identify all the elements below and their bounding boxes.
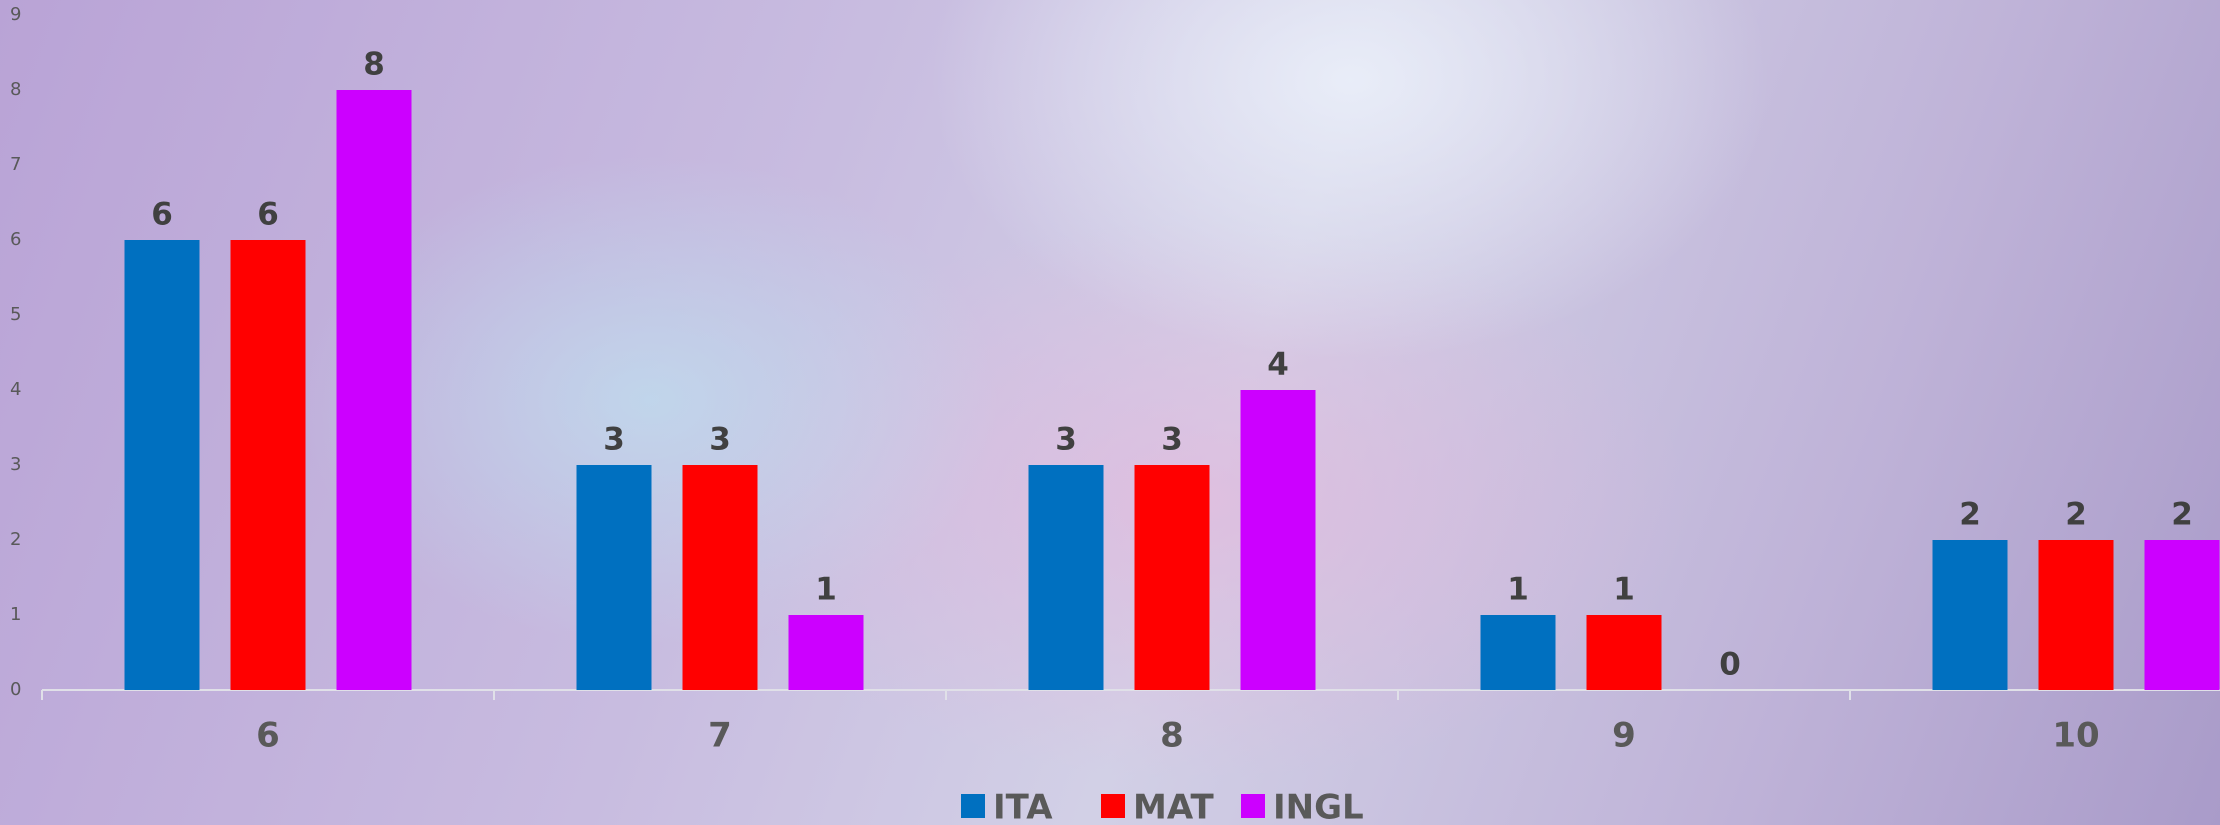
data-label: 3 (1161, 422, 1183, 458)
bar (1933, 540, 2008, 690)
x-tick-label: 6 (256, 716, 280, 756)
bar (337, 90, 412, 690)
bar (2145, 540, 2220, 690)
data-label: 6 (151, 197, 173, 233)
x-tick-label: 8 (1160, 716, 1184, 756)
y-tick-label: 2 (10, 529, 21, 550)
data-label: 1 (1507, 572, 1529, 608)
legend-label: MAT (1133, 788, 1215, 825)
legend-swatch (1241, 794, 1265, 818)
bar (125, 240, 200, 690)
bar (1481, 615, 1556, 690)
bar (1241, 390, 1316, 690)
bar (2039, 540, 2114, 690)
y-tick-label: 4 (10, 379, 21, 400)
y-tick-label: 5 (10, 304, 21, 325)
y-tick-label: 6 (10, 229, 21, 250)
legend-swatch (961, 794, 985, 818)
y-tick-label: 7 (10, 154, 21, 175)
bar (231, 240, 306, 690)
x-tick-label: 10 (2052, 716, 2099, 756)
bar (789, 615, 864, 690)
bar (577, 465, 652, 690)
legend-label: ITA (993, 788, 1053, 825)
data-label: 2 (2065, 497, 2087, 533)
data-label: 3 (603, 422, 625, 458)
data-label: 4 (1267, 347, 1289, 383)
y-tick-label: 1 (10, 604, 21, 625)
data-label: 1 (1613, 572, 1635, 608)
bar (1029, 465, 1104, 690)
y-tick-label: 8 (10, 79, 21, 100)
chart: 0123456789666873318334911010222ITAMATING… (0, 0, 2220, 825)
y-tick-label: 3 (10, 454, 21, 475)
data-label: 3 (709, 422, 731, 458)
data-label: 1 (815, 572, 837, 608)
data-label: 2 (1959, 497, 1981, 533)
bar (1587, 615, 1662, 690)
bar (1135, 465, 1210, 690)
data-label: 2 (2171, 497, 2193, 533)
bar (683, 465, 758, 690)
data-label: 8 (363, 47, 385, 83)
data-label: 3 (1055, 422, 1077, 458)
x-tick-label: 7 (708, 716, 732, 756)
data-label: 6 (257, 197, 279, 233)
data-label: 0 (1719, 647, 1741, 683)
x-tick-label: 9 (1612, 716, 1636, 756)
legend-swatch (1101, 794, 1125, 818)
y-tick-label: 0 (10, 679, 21, 700)
y-tick-label: 9 (10, 4, 21, 25)
legend-label: INGL (1273, 788, 1364, 825)
